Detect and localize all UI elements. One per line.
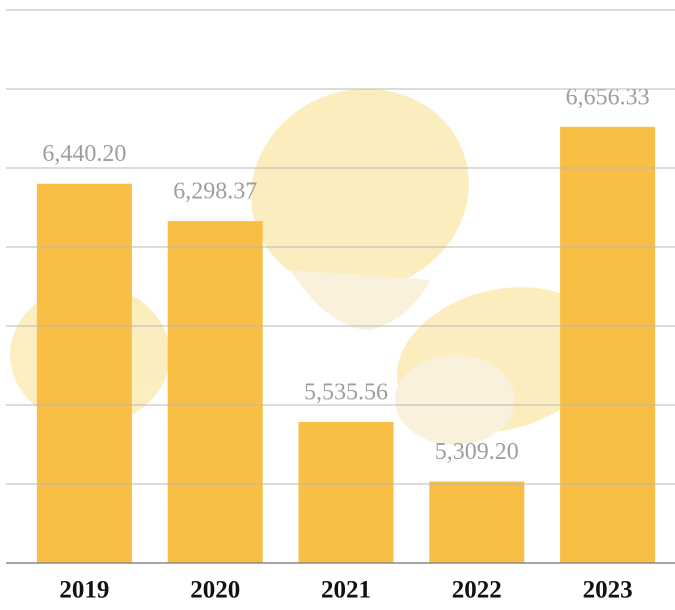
bar xyxy=(560,126,656,563)
value-label: 6,298.37 xyxy=(173,179,257,205)
x-tick-label: 2020 xyxy=(190,577,240,604)
bar xyxy=(36,183,132,564)
bar xyxy=(167,221,263,564)
value-label: 6,656.33 xyxy=(566,84,650,110)
x-tick-label: 2019 xyxy=(59,577,109,604)
x-tick-label: 2021 xyxy=(321,577,371,604)
value-label: 6,440.20 xyxy=(42,141,126,167)
x-tick-label: 2023 xyxy=(583,577,633,604)
value-label: 5,309.20 xyxy=(435,439,519,465)
x-tick-label: 2022 xyxy=(452,577,502,604)
value-label: 5,535.56 xyxy=(304,379,388,405)
bar xyxy=(298,421,394,563)
bar xyxy=(429,481,525,563)
